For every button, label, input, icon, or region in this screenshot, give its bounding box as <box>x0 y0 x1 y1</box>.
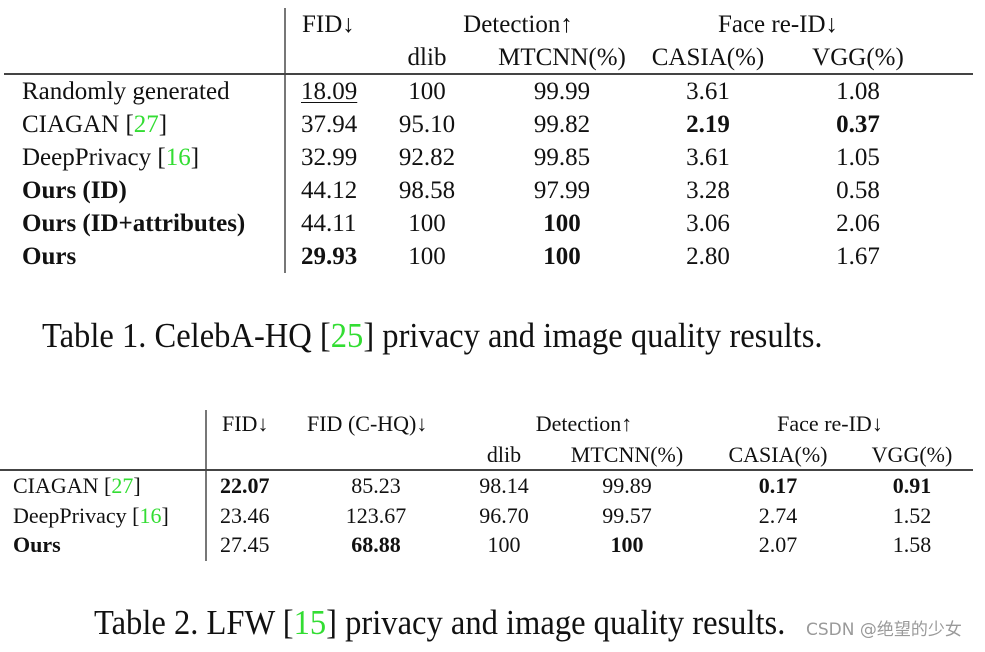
t1-header-face-reid: Face re-ID↓ <box>717 11 839 38</box>
table-1-header-rule <box>4 73 973 75</box>
t1-row-method: CIAGAN [27] <box>22 111 168 138</box>
t2-row-fid-chq: 123.67 <box>345 503 407 528</box>
t1-row-dlib: 95.10 <box>398 111 456 138</box>
t1-row-fid: 32.99 <box>301 144 358 171</box>
t1-row-casia: 2.19 <box>686 111 730 138</box>
t2-row-dlib: 100 <box>487 532 521 557</box>
t1-row-mtcnn: 100 <box>543 243 581 270</box>
t1-header-mtcnn: MTCNN(%) <box>498 44 626 71</box>
citation-link[interactable]: 16 <box>165 144 191 171</box>
t2-row-vgg: 0.91 <box>892 473 932 498</box>
t1-row-vgg: 1.67 <box>836 243 880 270</box>
t1-row-mtcnn: 99.85 <box>533 144 591 171</box>
t1-row-vgg: 0.58 <box>836 177 880 204</box>
t2-row-method: DeepPrivacy [16] <box>13 503 169 528</box>
t2-row-method: Ours <box>13 532 61 557</box>
t1-row-method: Ours (ID) <box>22 177 127 204</box>
t2-row-fid: 22.07 <box>220 473 270 498</box>
t1-row-dlib: 100 <box>408 243 446 270</box>
t2-row-vgg: 1.52 <box>892 503 932 528</box>
t1-row-method: Ours <box>22 243 77 270</box>
table-2-caption: Table 2. LFW [15] privacy and image qual… <box>94 603 786 642</box>
citation-link[interactable]: 16 <box>139 503 162 528</box>
t1-row-mtcnn: 99.99 <box>533 78 591 105</box>
citation-link[interactable]: 27 <box>111 473 134 498</box>
t1-row-method: Randomly generated <box>22 78 230 105</box>
t2-header-vgg: VGG(%) <box>871 442 953 467</box>
t1-row-vgg: 1.05 <box>836 144 880 171</box>
t1-header-dlib: dlib <box>407 44 447 71</box>
t2-row-mtcnn: 99.89 <box>602 473 652 498</box>
t1-row-casia: 2.80 <box>686 243 730 270</box>
table-2-header-rule <box>0 469 973 471</box>
t1-row-fid: 37.94 <box>301 111 358 138</box>
t2-row-fid: 23.46 <box>220 503 270 528</box>
watermark: CSDN @绝望的少女 <box>806 620 962 640</box>
t1-row-casia: 3.61 <box>686 78 730 105</box>
t1-row-dlib: 100 <box>408 78 446 105</box>
t1-row-vgg: 0.37 <box>836 111 880 138</box>
t2-row-dlib: 96.70 <box>479 503 529 528</box>
table-2-vertical-rule <box>205 410 207 561</box>
t1-row-mtcnn: 99.82 <box>533 111 591 138</box>
t1-row-fid: 44.11 <box>301 210 357 237</box>
t2-row-fid: 27.45 <box>220 532 270 557</box>
t2-row-mtcnn: 99.57 <box>602 503 652 528</box>
t1-header-detection: Detection↑ <box>463 11 573 38</box>
t2-row-fid-chq: 85.23 <box>351 473 401 498</box>
t1-row-method: DeepPrivacy [16] <box>22 144 200 171</box>
t1-header-fid: FID↓ <box>302 11 355 38</box>
table-1-caption: Table 1. CelebA-HQ [25] privacy and imag… <box>42 316 823 355</box>
t2-header-detection: Detection↑ <box>535 411 633 436</box>
citation-link[interactable]: 25 <box>330 316 364 355</box>
t1-row-dlib: 98.58 <box>398 177 456 204</box>
t2-header-dlib: dlib <box>486 442 522 467</box>
t2-row-casia: 2.07 <box>758 532 798 557</box>
t1-row-vgg: 1.08 <box>836 78 880 105</box>
t1-row-vgg: 2.06 <box>836 210 880 237</box>
t2-header-face-reid: Face re-ID↓ <box>777 411 883 436</box>
t2-row-vgg: 1.58 <box>892 532 932 557</box>
table-1-vertical-rule <box>284 8 286 273</box>
t1-row-casia: 3.06 <box>686 210 730 237</box>
citation-link[interactable]: 15 <box>293 603 327 642</box>
t1-header-vgg: VGG(%) <box>812 44 904 71</box>
citation-link[interactable]: 27 <box>133 111 159 138</box>
t2-row-casia: 2.74 <box>758 503 798 528</box>
t2-header-fid: FID↓ <box>222 411 269 436</box>
t1-row-dlib: 92.82 <box>398 144 456 171</box>
t1-row-fid: 44.12 <box>301 177 358 204</box>
t2-row-method: CIAGAN [27] <box>13 473 141 498</box>
t2-header-fid-chq: FID (C-HQ)↓ <box>307 411 428 436</box>
t1-row-casia: 3.28 <box>686 177 730 204</box>
t1-row-method: Ours (ID+attributes) <box>22 210 246 237</box>
t2-row-dlib: 98.14 <box>479 473 529 498</box>
t1-header-casia: CASIA(%) <box>651 44 765 71</box>
t2-header-mtcnn: MTCNN(%) <box>570 442 684 467</box>
t1-row-mtcnn: 97.99 <box>533 177 591 204</box>
t2-row-casia: 0.17 <box>758 473 798 498</box>
t2-row-mtcnn: 100 <box>610 532 644 557</box>
t1-row-fid: 18.09 <box>301 78 358 105</box>
t1-row-dlib: 100 <box>408 210 446 237</box>
t1-row-mtcnn: 100 <box>543 210 581 237</box>
t2-header-casia: CASIA(%) <box>728 442 828 467</box>
t2-row-fid-chq: 68.88 <box>351 532 401 557</box>
t1-row-fid: 29.93 <box>301 243 358 270</box>
t1-row-casia: 3.61 <box>686 144 730 171</box>
